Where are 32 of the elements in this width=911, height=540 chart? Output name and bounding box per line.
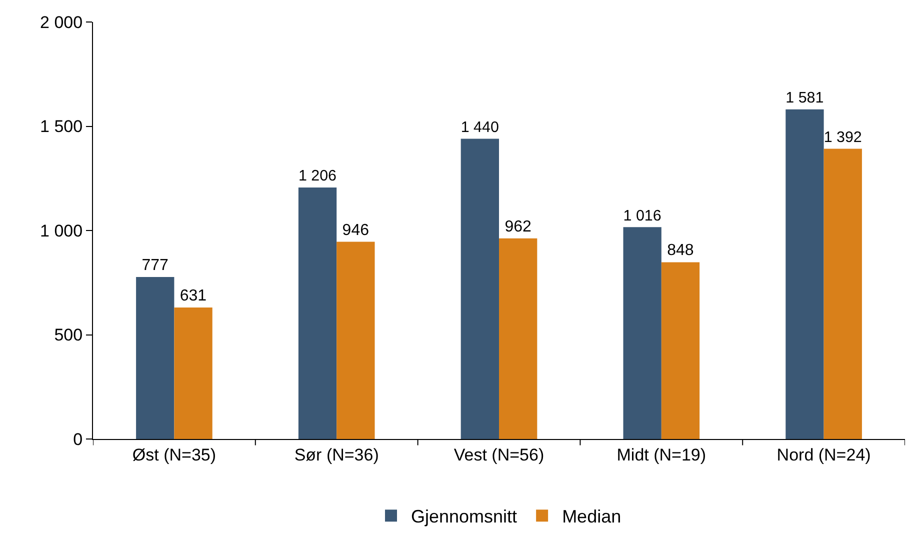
x-tick-label: Nord (N=24) (776, 445, 871, 464)
y-tick-label: 2 000 (40, 12, 83, 32)
data-label: 1 581 (786, 90, 824, 107)
legend-label: Median (562, 506, 622, 527)
data-label: 962 (504, 218, 532, 236)
data-label: 946 (342, 222, 370, 239)
bar (460, 138, 499, 439)
legend-label: Gjennomsnitt (411, 506, 518, 527)
data-label: 631 (180, 287, 207, 304)
bar (661, 262, 700, 439)
data-label: 848 (667, 242, 694, 260)
y-tick-label: 1 500 (40, 117, 83, 136)
bar (174, 307, 212, 439)
bar (499, 238, 538, 439)
y-tick-label: 1 000 (40, 221, 83, 240)
x-tick-label: Øst (N=35) (132, 445, 216, 464)
data-label: 1 392 (824, 128, 862, 146)
x-tick-label: Sør (N=36) (294, 445, 379, 464)
x-tick-label: Midt (N=19) (616, 445, 706, 464)
data-label: 1 016 (623, 207, 662, 224)
bar (786, 109, 824, 439)
y-tick-label: 0 (73, 430, 83, 449)
bar (824, 148, 862, 439)
data-label: 1 206 (298, 168, 336, 185)
bar (298, 188, 337, 439)
y-tick-label: 500 (54, 326, 83, 345)
bar (136, 277, 174, 439)
data-label: 1 440 (460, 118, 499, 136)
x-tick-label: Vest (N=56) (454, 445, 544, 464)
data-label: 777 (142, 257, 169, 274)
bar (336, 242, 375, 439)
bar (623, 227, 662, 439)
